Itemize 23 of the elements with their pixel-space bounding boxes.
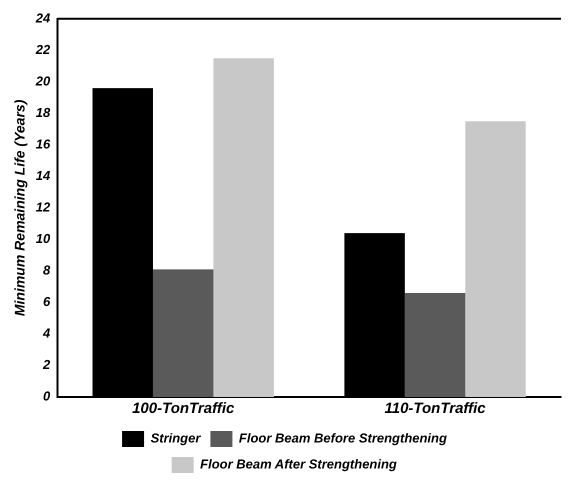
x-tick-label: 100-TonTraffic (132, 400, 235, 418)
bar (152, 269, 214, 397)
legend-label: Floor Beam Before Strengthening (238, 430, 447, 446)
y-tick-label: 8 (43, 262, 52, 278)
y-tick-label: 4 (42, 326, 52, 341)
x-tick-label: 110-TonTraffic (384, 400, 486, 418)
y-tick-label: 0 (43, 388, 52, 404)
y-tick-label: 6 (43, 294, 52, 310)
y-tick-label: 10 (36, 230, 52, 246)
bar (213, 58, 274, 397)
y-tick-label: 22 (34, 42, 52, 57)
bar (465, 121, 526, 397)
legend-label: Stringer (150, 430, 202, 446)
y-tick-label: 16 (36, 136, 52, 152)
bar (404, 292, 466, 397)
y-tick-label: 12 (36, 199, 52, 214)
y-tick-label: 2 (42, 357, 52, 372)
legend-label: Floor Beam After Strengthening (200, 456, 397, 472)
y-tick-label: 20 (34, 73, 52, 88)
y-axis-title: Minimum Remaining Life (Years) (11, 99, 28, 316)
y-tick-label: 18 (36, 104, 52, 120)
y-tick-label: 14 (36, 168, 52, 183)
y-tick-label: 24 (34, 10, 52, 26)
